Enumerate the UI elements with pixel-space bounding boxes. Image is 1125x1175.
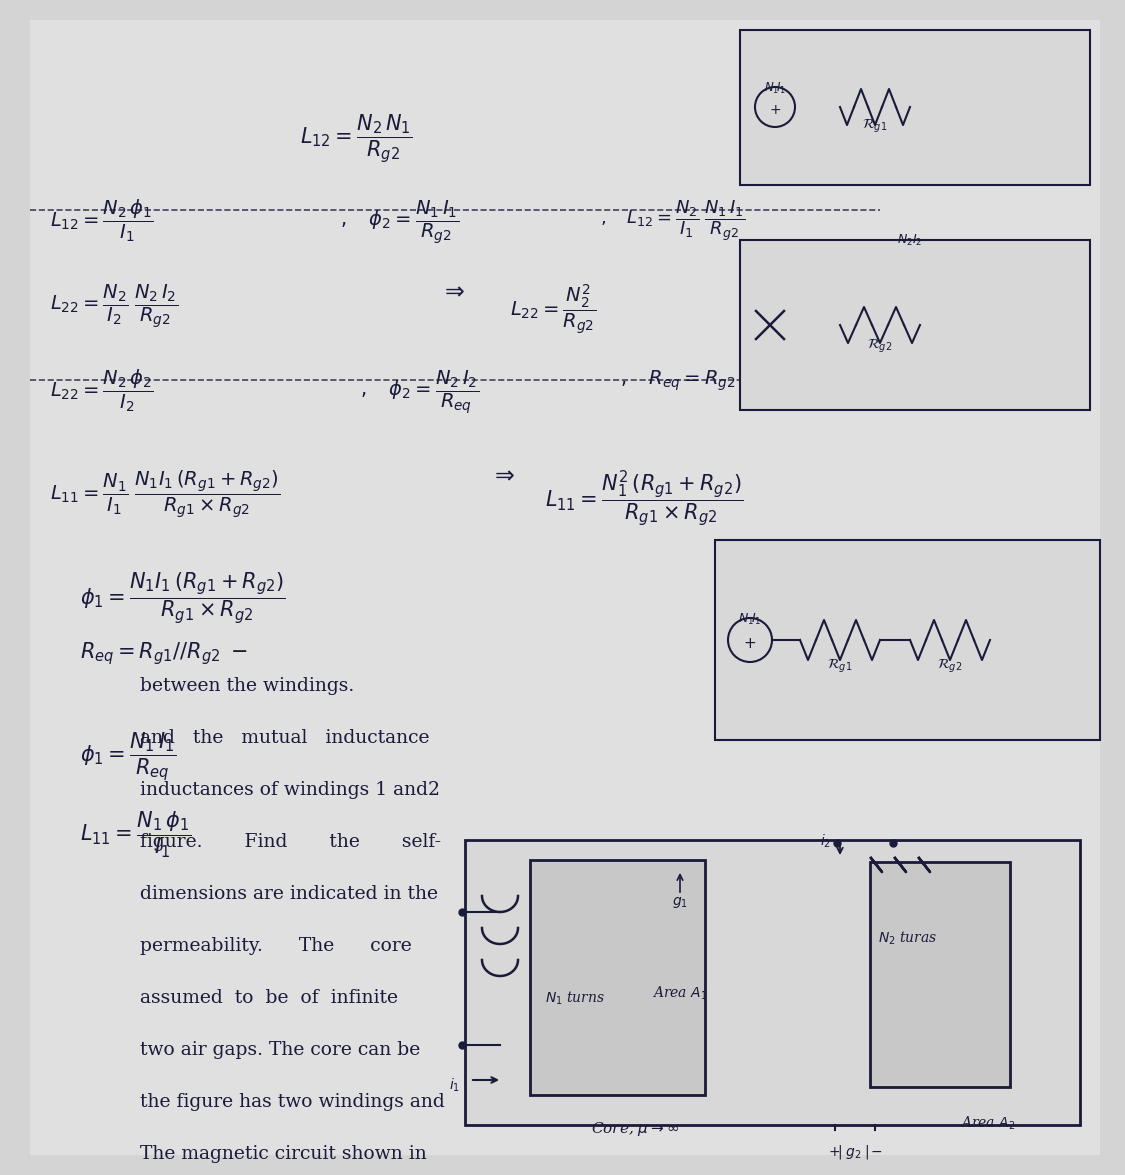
Text: the figure has two windings and: the figure has two windings and	[140, 1093, 444, 1112]
Text: assumed  to  be  of  infinite: assumed to be of infinite	[140, 989, 398, 1007]
Text: $L_{22} = \dfrac{N_2^2}{R_{g2}}$: $L_{22} = \dfrac{N_2^2}{R_{g2}}$	[510, 282, 596, 336]
Text: $+\!|\; g_2 \;|\!-$: $+\!|\; g_2 \;|\!-$	[828, 1143, 882, 1161]
FancyBboxPatch shape	[740, 31, 1090, 184]
Text: $N_1$ turns: $N_1$ turns	[544, 991, 605, 1007]
Text: $\mathcal{R}_{g2}$: $\mathcal{R}_{g2}$	[867, 337, 892, 355]
Text: $L_{22} = \dfrac{N_2\,\phi_2}{I_2}$: $L_{22} = \dfrac{N_2\,\phi_2}{I_2}$	[50, 368, 154, 415]
Text: +: +	[770, 103, 781, 118]
Text: two air gaps. The core can be: two air gaps. The core can be	[140, 1041, 421, 1059]
Text: $,\quad \phi_2 = \dfrac{N_2\,I_2}{R_{eq}}$: $,\quad \phi_2 = \dfrac{N_2\,I_2}{R_{eq}…	[360, 368, 479, 416]
Text: $L_{11} = \dfrac{N_1}{I_1}\;\dfrac{N_1 I_1\,(R_{g1}+R_{g2})}{R_{g1}\times R_{g2}: $L_{11} = \dfrac{N_1}{I_1}\;\dfrac{N_1 I…	[50, 468, 280, 519]
Text: The magnetic circuit shown in: The magnetic circuit shown in	[140, 1144, 426, 1163]
Text: inductances of windings 1 and2: inductances of windings 1 and2	[140, 781, 440, 799]
FancyBboxPatch shape	[465, 840, 1080, 1124]
Text: $\phi_1 = \dfrac{N_1 I_1\,(R_{g1}+R_{g2})}{R_{g1}\times R_{g2}}$: $\phi_1 = \dfrac{N_1 I_1\,(R_{g1}+R_{g2}…	[80, 570, 286, 626]
Text: $\Rightarrow$: $\Rightarrow$	[490, 462, 515, 486]
Text: figure.       Find       the       self-: figure. Find the self-	[140, 833, 441, 851]
FancyBboxPatch shape	[716, 540, 1100, 740]
FancyBboxPatch shape	[740, 240, 1090, 410]
FancyBboxPatch shape	[30, 20, 1100, 1155]
Text: $,\quad L_{12} = \dfrac{N_2}{I_1}\;\dfrac{N_1\,I_1}{R_{g2}}$: $,\quad L_{12} = \dfrac{N_2}{I_1}\;\dfra…	[600, 199, 745, 243]
Text: $\mathcal{R}_{g1}$: $\mathcal{R}_{g1}$	[862, 116, 888, 135]
FancyBboxPatch shape	[870, 862, 1010, 1087]
Text: and   the   mutual   inductance: and the mutual inductance	[140, 728, 430, 747]
Text: $\Rightarrow$: $\Rightarrow$	[440, 278, 466, 302]
Text: $g_1$: $g_1$	[672, 895, 688, 909]
Text: $N_2 I_2$: $N_2 I_2$	[898, 233, 922, 248]
Text: Area $A_1$: Area $A_1$	[652, 985, 708, 1002]
Text: permeability.      The      core: permeability. The core	[140, 936, 412, 955]
Text: $i_1$: $i_1$	[449, 1076, 460, 1094]
Text: $N_1\!I_1$: $N_1\!I_1$	[764, 81, 786, 96]
Text: between the windings.: between the windings.	[140, 677, 354, 694]
Text: Core, $\mu \rightarrow \infty$: Core, $\mu \rightarrow \infty$	[591, 1120, 680, 1139]
Text: $L_{12} = \dfrac{N_2\,\phi_1}{I_1}$: $L_{12} = \dfrac{N_2\,\phi_1}{I_1}$	[50, 199, 154, 244]
Text: $L_{11} = \dfrac{N_1^2\,(R_{g1}+R_{g2})}{R_{g1}\times R_{g2}}$: $L_{11} = \dfrac{N_1^2\,(R_{g1}+R_{g2})}…	[544, 468, 744, 529]
Text: $N_2$ turas: $N_2$ turas	[878, 929, 937, 947]
Text: $N_1\!I_1$: $N_1\!I_1$	[738, 612, 762, 627]
Text: +: +	[744, 637, 756, 651]
Text: $\phi_1 = \dfrac{N_1\,I_1}{R_{eq}}$: $\phi_1 = \dfrac{N_1\,I_1}{R_{eq}}$	[80, 730, 177, 783]
Text: $L_{22} = \dfrac{N_2}{I_2}\;\dfrac{N_2\,I_2}{R_{g2}}$: $L_{22} = \dfrac{N_2}{I_2}\;\dfrac{N_2\,…	[50, 282, 178, 330]
Text: Area $A_2$: Area $A_2$	[961, 1115, 1016, 1133]
Text: dimensions are indicated in the: dimensions are indicated in the	[140, 885, 438, 904]
FancyBboxPatch shape	[530, 860, 705, 1095]
Text: $,\quad R_{eq} = R_{g2}$: $,\quad R_{eq} = R_{g2}$	[620, 368, 736, 392]
Text: $,\quad \phi_2 = \dfrac{N_1\,I_1}{R_{g2}}$: $,\quad \phi_2 = \dfrac{N_1\,I_1}{R_{g2}…	[340, 199, 459, 246]
Text: $i_2$: $i_2$	[820, 833, 831, 851]
Text: $\mathcal{R}_{g2}$: $\mathcal{R}_{g2}$	[937, 657, 963, 674]
Text: $L_{12} = \dfrac{N_2\,N_1}{R_{g2}}$: $L_{12} = \dfrac{N_2\,N_1}{R_{g2}}$	[300, 112, 413, 164]
Text: $\mathcal{R}_{g1}$: $\mathcal{R}_{g1}$	[827, 657, 853, 674]
Text: $R_{eq} = R_{g1}//R_{g2} \;-$: $R_{eq} = R_{g1}//R_{g2} \;-$	[80, 640, 248, 666]
Text: $L_{11} = \dfrac{N_1\,\phi_1}{I_1}$: $L_{11} = \dfrac{N_1\,\phi_1}{I_1}$	[80, 810, 191, 860]
